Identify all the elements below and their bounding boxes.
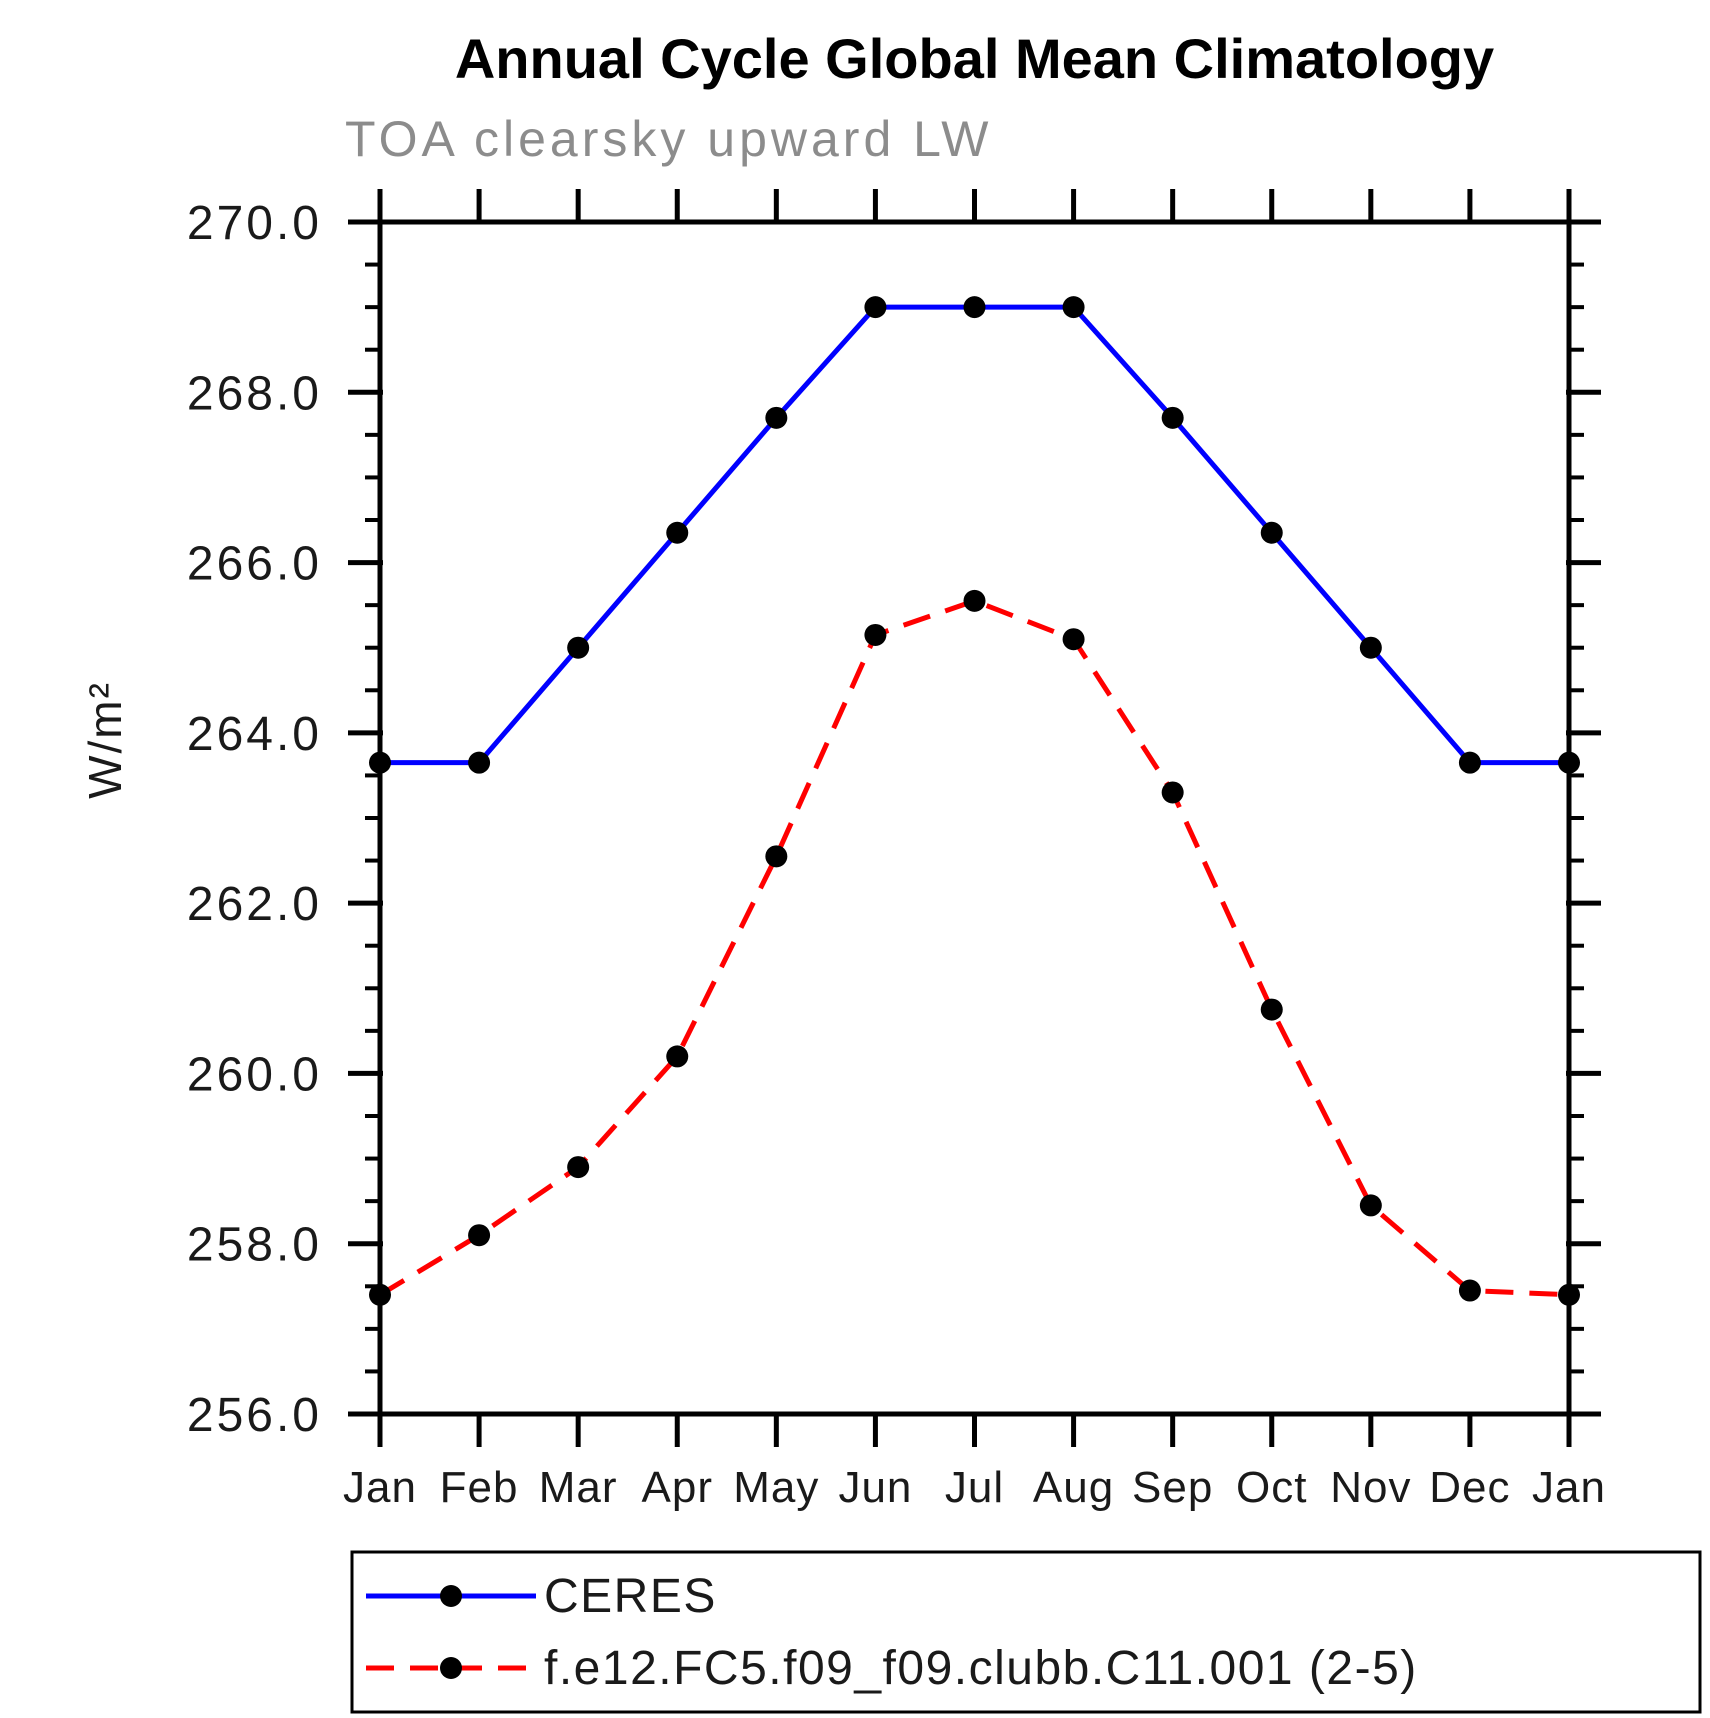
- chart-subtitle: TOA clearsky upward LW: [345, 111, 993, 167]
- month-label: Apr: [642, 1463, 713, 1512]
- y-tick-label: 260.0: [187, 1048, 322, 1101]
- data-point-series-1: [567, 1156, 590, 1179]
- data-point-series-0: [468, 751, 491, 774]
- data-point-series-1: [1359, 1194, 1382, 1217]
- legend-box: [350, 1550, 1702, 1714]
- month-label: Oct: [1236, 1463, 1307, 1512]
- data-point-series-1: [864, 623, 887, 646]
- data-point-series-0: [369, 751, 391, 774]
- legend-label-1: f.e12.FC5.f09_f09.clubb.C11.001 (2-5): [544, 1642, 1418, 1695]
- y-tick-label: 258.0: [187, 1219, 322, 1272]
- legend-marker-1: [440, 1657, 462, 1679]
- y-tick-label: 268.0: [187, 367, 322, 420]
- data-point-series-1: [1458, 1279, 1481, 1302]
- month-label: Dec: [1429, 1463, 1510, 1512]
- data-point-series-0: [1161, 406, 1184, 429]
- data-point-series-1: [1260, 998, 1283, 1021]
- data-point-series-1: [369, 1283, 391, 1306]
- month-label: Sep: [1132, 1463, 1213, 1512]
- plot-frame: [377, 219, 1572, 1417]
- data-point-series-1: [963, 589, 986, 612]
- data-point-series-0: [1458, 751, 1481, 774]
- y-tick-label: 256.0: [187, 1389, 322, 1442]
- data-point-series-0: [666, 521, 689, 544]
- data-point-series-0: [1558, 751, 1580, 774]
- data-point-series-1: [666, 1045, 689, 1068]
- data-point-series-1: [1161, 781, 1184, 804]
- month-label: May: [733, 1463, 819, 1512]
- series-line-0: [380, 304, 1569, 766]
- month-label: Jan: [1532, 1463, 1606, 1512]
- y-tick-label: 266.0: [187, 538, 322, 591]
- y-tick-label: 262.0: [187, 878, 322, 931]
- data-point-series-0: [1062, 296, 1085, 319]
- month-label: Nov: [1330, 1463, 1411, 1512]
- data-point-series-0: [567, 636, 590, 659]
- data-point-series-1: [468, 1224, 491, 1247]
- month-label: Jun: [838, 1463, 912, 1512]
- month-label: Aug: [1033, 1463, 1114, 1512]
- y-tick-label: 270.0: [187, 197, 322, 250]
- data-point-series-1: [1558, 1283, 1580, 1306]
- series-line-1: [378, 598, 1570, 1298]
- month-label: Jan: [343, 1463, 417, 1512]
- data-point-series-0: [963, 296, 986, 319]
- month-label: Mar: [539, 1463, 618, 1512]
- data-point-series-0: [765, 406, 788, 429]
- data-point-series-1: [1062, 628, 1085, 651]
- chart-title: Annual Cycle Global Mean Climatology: [454, 27, 1495, 90]
- data-point-series-1: [765, 845, 788, 868]
- data-point-series-0: [1260, 521, 1283, 544]
- month-label: Feb: [440, 1463, 519, 1512]
- legend-label-0: CERES: [544, 1570, 717, 1623]
- month-label: Jul: [945, 1463, 1004, 1512]
- data-point-series-0: [864, 296, 887, 319]
- legend-marker-0: [440, 1585, 462, 1607]
- y-tick-label: 264.0: [187, 708, 322, 761]
- data-point-series-0: [1359, 636, 1382, 659]
